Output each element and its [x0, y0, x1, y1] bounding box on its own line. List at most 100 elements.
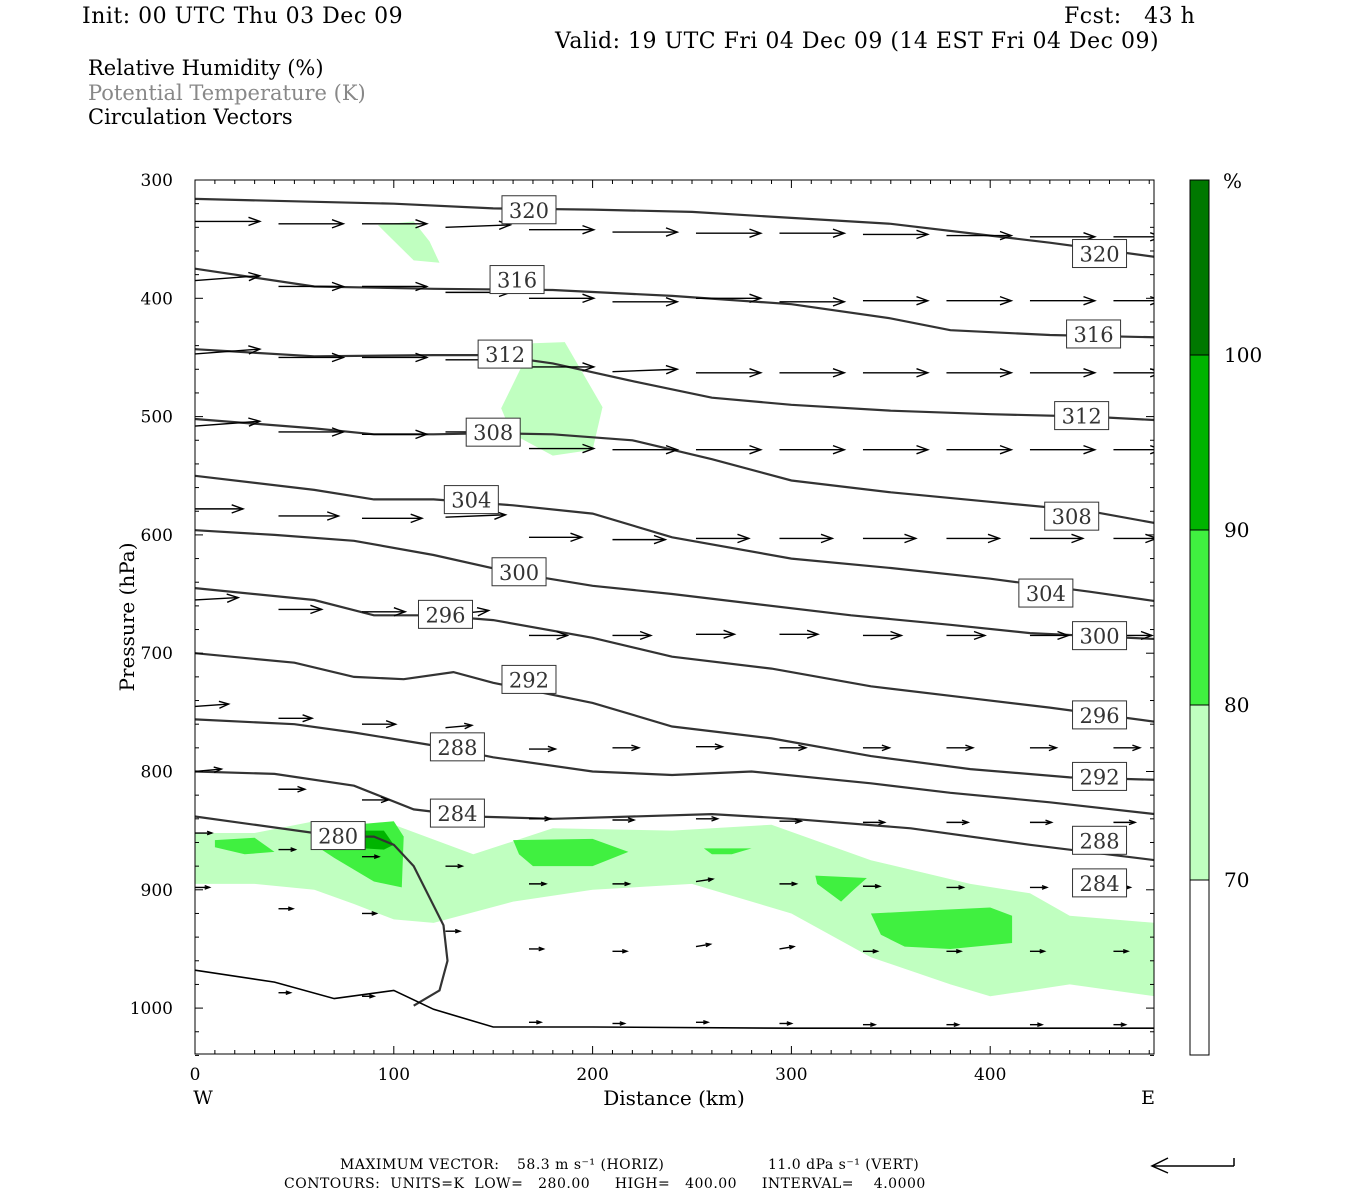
isentrope-label: 316	[1074, 323, 1114, 347]
y-tick-label: 500	[141, 408, 173, 428]
isentrope-label-box	[1072, 761, 1128, 791]
circulation-vector	[695, 877, 715, 883]
circulation-vector	[361, 796, 391, 804]
circulation-vector	[695, 743, 725, 751]
isentrope-label-box	[501, 664, 557, 694]
colorbar-band	[1189, 879, 1210, 1056]
y-tick-label: 800	[141, 763, 173, 783]
circulation-vector	[862, 444, 930, 455]
isentrope-label: 288	[437, 736, 477, 760]
circulation-vector	[1113, 533, 1154, 544]
circulation-vector	[862, 1022, 878, 1028]
circulation-vector	[361, 911, 379, 916]
circulation-vector	[779, 744, 808, 752]
isentrope-label-box	[417, 599, 473, 629]
valid-time: Valid: 19 UTC Fri 04 Dec 09 (14 EST Fri …	[555, 29, 1160, 54]
circulation-vector	[361, 854, 381, 860]
west-label: W	[193, 1087, 213, 1109]
circulation-vector	[612, 534, 668, 545]
max-vector-label: MAXIMUM VECTOR:	[340, 1157, 500, 1173]
circulation-vector	[1029, 630, 1071, 641]
circulation-vector	[528, 1019, 544, 1025]
isentrope-300	[195, 529, 1154, 641]
circulation-vector	[946, 948, 963, 954]
circulation-vector	[612, 297, 680, 307]
circulation-vector	[695, 444, 763, 455]
circulation-vector	[361, 720, 398, 729]
circulation-vector	[862, 948, 880, 954]
colorbar-band	[1189, 529, 1210, 706]
rh-region-80-90	[815, 875, 867, 902]
circulation-vector	[1029, 744, 1059, 752]
rh-region-80-90	[870, 907, 1013, 949]
circulation-vector	[779, 818, 804, 825]
colorbar-band	[1189, 704, 1210, 881]
circulation-vector	[946, 444, 1014, 455]
circulation-vector	[862, 533, 918, 544]
isentrope-label: 280	[318, 825, 358, 849]
isentropes	[195, 197, 1154, 1007]
circulation-vector	[946, 819, 971, 826]
circulation-vector	[361, 513, 425, 524]
colorbar-level-label: 80	[1224, 693, 1249, 717]
init-time: Init: 00 UTC Thu 03 Dec 09	[82, 4, 404, 29]
contours-info: CONTOURS: UNITS=K LOW= 280.00 HIGH= 400.…	[284, 1176, 926, 1192]
circulation-vector	[695, 815, 720, 822]
ground-line	[195, 969, 1154, 1029]
reference-vector-icon	[1150, 1157, 1235, 1174]
max-vector-horiz: 58.3 m s⁻¹ (HORIZ)	[517, 1157, 665, 1173]
x-tick-label: 200	[576, 1065, 608, 1085]
isentrope-label-box	[429, 732, 485, 762]
circulation-vector	[612, 1021, 627, 1026]
isentrope-label: 284	[437, 802, 477, 826]
circulation-vector	[278, 785, 307, 793]
circulation-vector	[779, 629, 820, 639]
y-tick-label: 1000	[130, 999, 173, 1019]
circulation-vector	[779, 944, 796, 950]
circulation-vector	[195, 700, 231, 709]
circulation-vector	[612, 444, 680, 455]
circulation-vector	[779, 533, 835, 544]
circulation-vector	[361, 429, 429, 440]
isentrope-label: 308	[1052, 505, 1092, 529]
circulation-vector	[779, 881, 799, 887]
circulation-vector	[278, 847, 298, 852]
circulation-vector	[862, 630, 904, 641]
isentrope-label-box	[443, 485, 499, 515]
circulation-vector	[278, 714, 315, 723]
isentrope-label-box	[310, 821, 366, 851]
circulation-vector	[195, 504, 246, 514]
isentrope-label: 304	[451, 489, 491, 513]
y-tick-label: 700	[141, 644, 173, 664]
isentrope-label: 292	[509, 668, 549, 692]
x-tick-label: 0	[190, 1065, 201, 1085]
circulation-vector	[528, 946, 546, 952]
circulation-vector	[1029, 295, 1097, 306]
isentrope-292	[195, 652, 1154, 781]
circulation-vector	[278, 352, 346, 363]
isentrope-308	[195, 417, 1154, 525]
circulation-vector	[195, 830, 214, 836]
circulation-vector	[946, 230, 1014, 241]
circulation-vector	[195, 271, 262, 282]
circulation-vector	[779, 368, 847, 378]
isentrope-label-box	[1044, 501, 1100, 531]
rh-region-80-90	[214, 837, 275, 855]
circulation-vector	[695, 293, 763, 304]
circulation-vector	[445, 928, 462, 934]
isentrope-label-box	[491, 557, 547, 587]
x-tick-label: 400	[974, 1065, 1006, 1085]
circulation-vector	[779, 228, 847, 238]
circulation-vector	[278, 511, 341, 521]
theta-field-label: Potential Temperature (K)	[88, 80, 366, 105]
circulation-vector	[612, 881, 632, 887]
colorbar-band	[1189, 179, 1210, 356]
circulation-vector	[695, 228, 763, 238]
rh-region-70-80	[501, 342, 603, 456]
circulation-vector	[195, 216, 262, 227]
circulation-vector	[445, 220, 513, 231]
isentrope-label-box	[429, 798, 485, 828]
circulation-vector	[612, 948, 629, 954]
isentrope-label: 320	[509, 199, 549, 223]
